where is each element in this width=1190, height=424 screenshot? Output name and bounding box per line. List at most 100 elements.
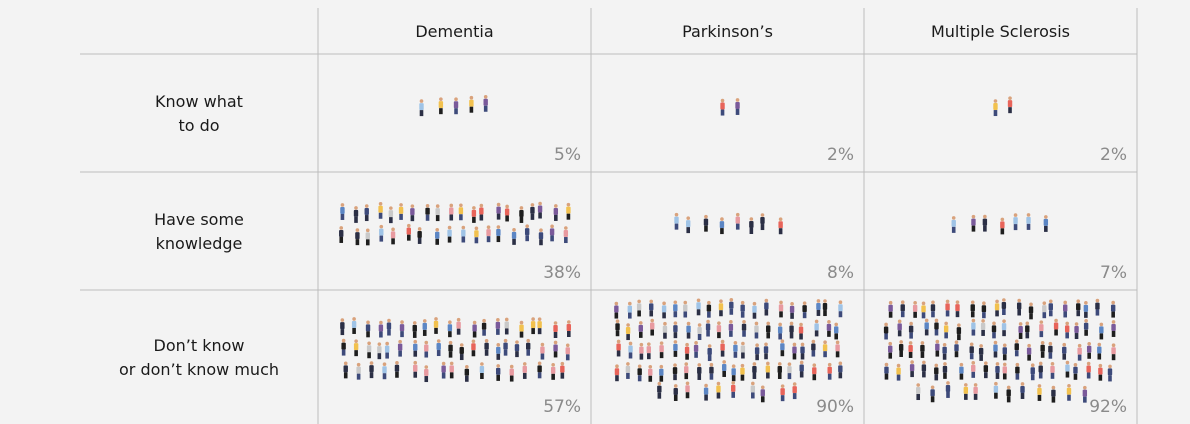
person-body (705, 323, 711, 331)
person-head (884, 322, 888, 327)
person-body (364, 208, 369, 216)
person-head (503, 338, 508, 343)
person-head (994, 381, 998, 386)
person-body (356, 366, 361, 374)
person-body (1048, 303, 1053, 311)
person-body (900, 304, 905, 312)
person-legs (531, 328, 535, 335)
person-legs (526, 349, 531, 356)
person-body (614, 368, 620, 376)
person-body (537, 365, 542, 373)
person-head (447, 225, 452, 230)
person-head (482, 318, 486, 323)
person-body (752, 365, 757, 373)
person-body (888, 304, 893, 312)
person-head (740, 363, 745, 368)
person-legs (615, 375, 619, 382)
person-legs (908, 351, 913, 358)
person-body (693, 344, 699, 352)
person-body (898, 343, 904, 351)
person-legs (553, 351, 558, 358)
person-body (945, 303, 950, 311)
person-legs (792, 393, 797, 400)
person-legs (354, 350, 358, 357)
person-body (673, 343, 678, 351)
person-head (1002, 362, 1007, 367)
person-legs (951, 226, 956, 233)
person-legs (469, 106, 474, 113)
person-body (982, 218, 988, 226)
person-body (661, 305, 667, 313)
person-body (822, 303, 828, 311)
person-legs (657, 392, 662, 399)
person-body (479, 365, 485, 373)
person-legs (471, 350, 476, 357)
person-body (1064, 325, 1070, 333)
person-body (766, 325, 771, 333)
person-legs (377, 353, 382, 360)
person-body (981, 305, 987, 313)
person-body (1030, 367, 1035, 375)
person-body (537, 205, 543, 213)
person-body (538, 232, 544, 240)
person-body (978, 347, 984, 355)
person-legs (1074, 333, 1079, 340)
person-body (648, 368, 653, 376)
person-head (1111, 300, 1115, 305)
person-legs (356, 373, 361, 380)
person-legs (992, 332, 996, 339)
person-head (970, 300, 975, 305)
person-legs (638, 331, 643, 338)
person-body (811, 343, 816, 351)
person-head (530, 203, 535, 207)
person-body (780, 388, 785, 396)
person-body (731, 384, 736, 392)
person-head (1054, 318, 1058, 323)
row-label: Know what (155, 92, 243, 111)
person-body (720, 343, 725, 351)
person-head (474, 226, 479, 231)
person-body (812, 367, 817, 375)
person-legs (740, 374, 745, 381)
person-body (760, 389, 765, 397)
person-legs (537, 328, 542, 335)
person-head (1002, 319, 1006, 323)
person-body (447, 229, 452, 237)
person-legs (954, 351, 959, 358)
person-head (465, 364, 469, 369)
person-head (752, 301, 757, 306)
person-legs (799, 333, 803, 340)
person-body (719, 221, 725, 229)
people-group (951, 213, 1049, 235)
person-body (991, 325, 997, 333)
person-head (749, 217, 754, 221)
person-body (438, 101, 444, 109)
person-head (472, 206, 476, 210)
person-head (909, 321, 913, 326)
person-body (822, 344, 828, 352)
person-head (551, 363, 555, 367)
person-legs (971, 329, 976, 336)
person-head (697, 323, 702, 327)
person-head (356, 362, 361, 367)
person-legs (673, 311, 678, 318)
person-body (378, 205, 383, 213)
person-body (1098, 367, 1103, 375)
person-head (367, 341, 371, 346)
person-head (1044, 215, 1048, 219)
person-head (731, 381, 736, 385)
person-head (484, 338, 489, 343)
person-head (979, 344, 983, 348)
person-head (673, 384, 678, 388)
person-legs (920, 351, 925, 358)
person-legs (659, 352, 664, 359)
person-head (560, 361, 565, 366)
person-legs (551, 373, 555, 380)
person-body (764, 302, 769, 310)
person-legs (1111, 330, 1116, 337)
person-body (519, 324, 524, 332)
person-body (646, 346, 652, 354)
person-head (685, 381, 690, 386)
person-head (982, 301, 986, 306)
